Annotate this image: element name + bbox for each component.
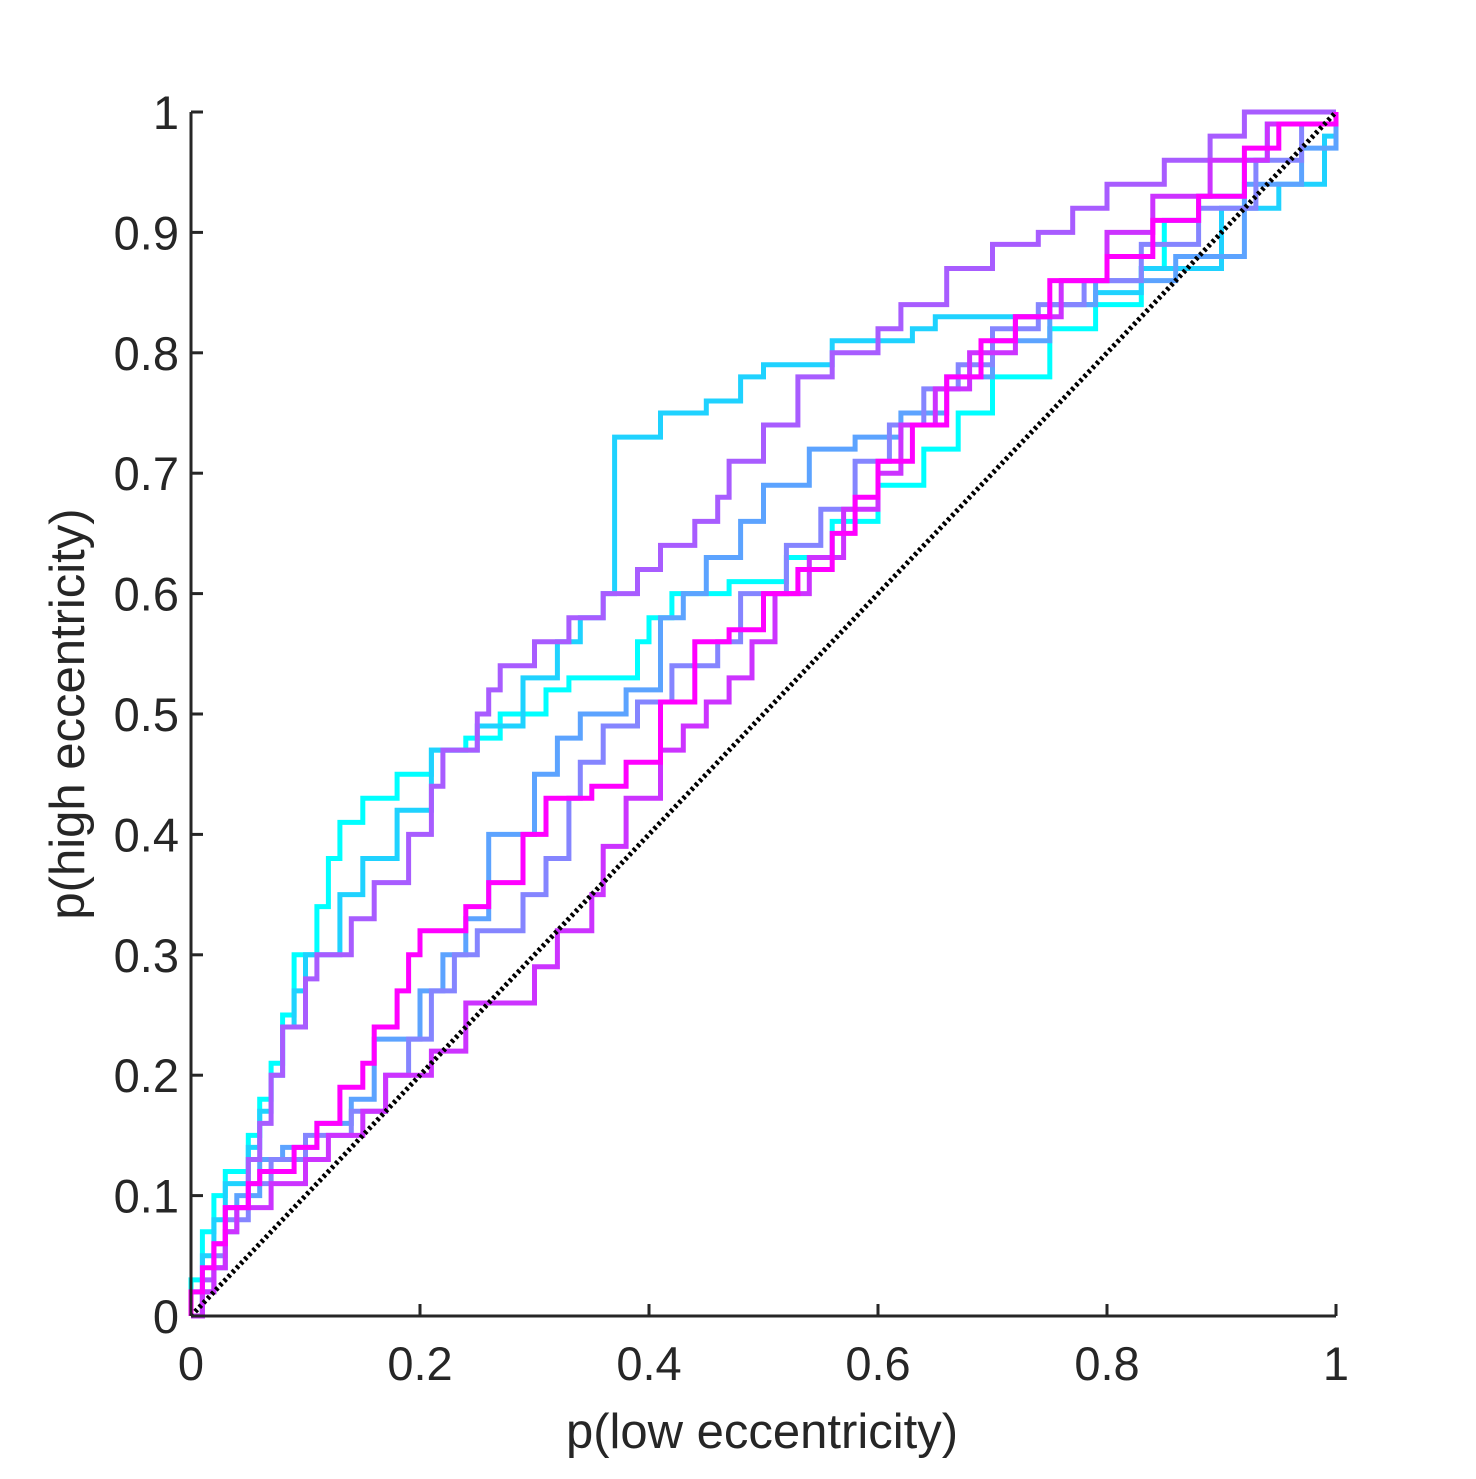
y-tick-label: 0.2 (114, 1049, 179, 1102)
x-tick-label: 1 (1323, 1337, 1349, 1390)
y-tick-label: 0.9 (114, 206, 179, 259)
y-tick-label: 0.5 (114, 688, 179, 741)
x-tick-label: 0.4 (616, 1337, 681, 1390)
x-tick-label: 0.2 (387, 1337, 452, 1390)
y-tick-label: 0.8 (114, 327, 179, 380)
y-axis-label: p(high eccentricity) (41, 508, 95, 919)
y-tick-label: 0.4 (114, 808, 179, 861)
x-tick-label: 0.8 (1074, 1337, 1139, 1390)
series-line-7 (188, 112, 1339, 1316)
chance-diagonal-line (189, 110, 1338, 1318)
x-axis-label: p(low eccentricity) (566, 1405, 958, 1459)
x-tick-label: 0.6 (845, 1337, 910, 1390)
y-tick-label: 0.1 (114, 1170, 179, 1223)
y-tick-label: 0.3 (114, 929, 179, 982)
axes-layer: 0 0.2 0.4 0.6 0.8 1 0 0.1 0.2 0.3 0.4 0.5 0.6 0.7 0.8 0… (114, 86, 1349, 1390)
x-tick-label: 0 (178, 1337, 204, 1390)
y-tick-label: 0.7 (114, 447, 179, 500)
y-tick-label: 1 (153, 86, 179, 139)
series-line-4 (191, 112, 1339, 1319)
series-line-5 (191, 109, 1336, 1319)
series-layer (188, 109, 1339, 1319)
y-tick-label: 0.6 (114, 568, 179, 621)
y-tick-label: 0 (153, 1290, 179, 1343)
